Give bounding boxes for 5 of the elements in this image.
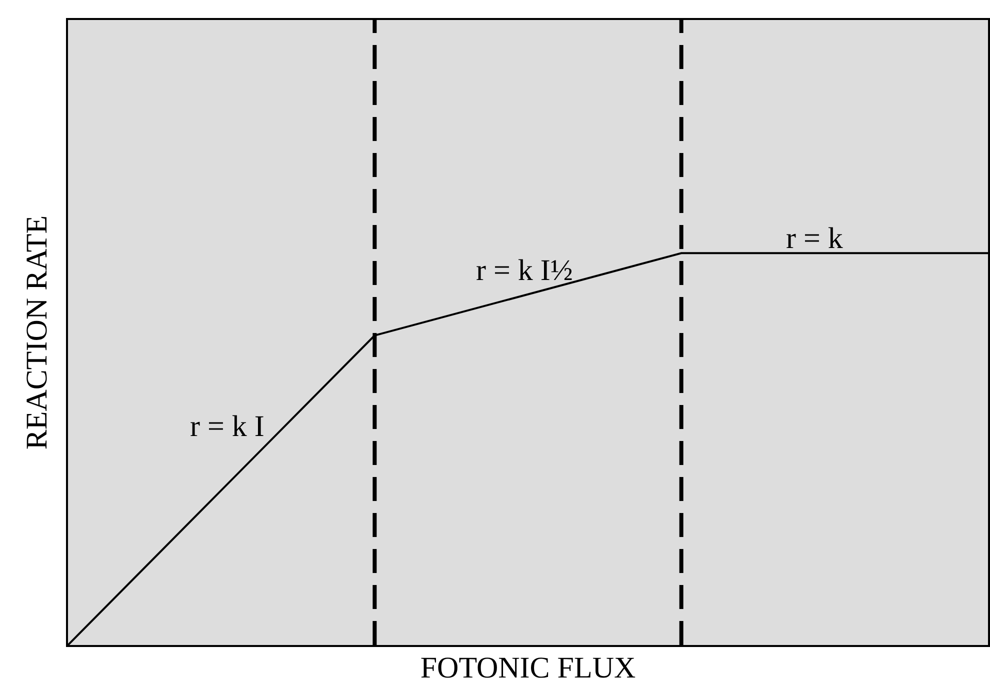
x-axis-title: FOTONIC FLUX: [420, 651, 636, 684]
annotation: r = k: [786, 222, 843, 255]
annotation: r = k I: [190, 410, 264, 443]
y-axis-title: REACTION RATE: [20, 215, 54, 450]
annotation: r = k I½: [476, 254, 573, 287]
